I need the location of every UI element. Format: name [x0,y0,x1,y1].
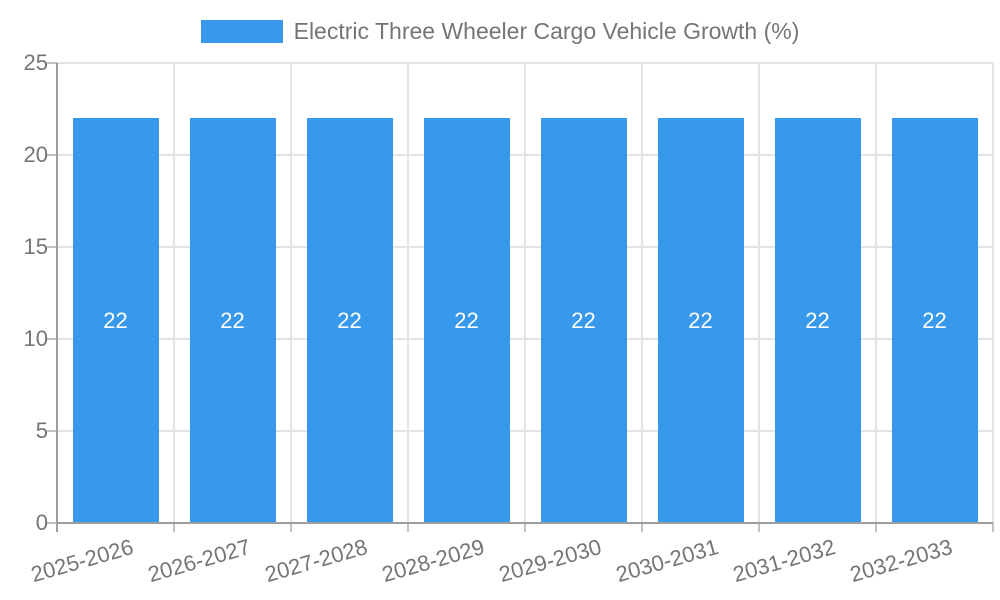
x-gridline [992,63,994,523]
x-gridline [407,63,409,523]
x-tick-label: 2027-2028 [262,534,371,588]
x-tick [173,523,175,532]
x-tick-label: 2032-2033 [847,534,956,588]
y-tick [47,62,57,64]
x-gridline [641,63,643,523]
x-tick [524,523,526,532]
y-tick-label: 20 [23,142,48,167]
x-tick-label: 2029-2030 [496,534,605,588]
bar[interactable] [306,118,393,523]
bar[interactable] [774,118,861,523]
x-tick [407,523,409,532]
x-tick [992,523,994,532]
bar[interactable] [891,118,978,523]
x-gridline [173,63,175,523]
x-tick [758,523,760,532]
x-axis-line [57,522,993,524]
x-tick [875,523,877,532]
y-tick-label: 15 [23,234,48,259]
bar[interactable] [72,118,159,523]
x-gridline [290,63,292,523]
x-tick-label: 2025-2026 [28,534,137,588]
x-gridline [524,63,526,523]
y-tick-label: 10 [23,326,48,351]
y-axis-line [56,63,58,532]
y-tick [47,522,57,524]
y-tick [47,246,57,248]
legend-swatch [200,20,283,43]
y-tick-label: 25 [23,50,48,75]
y-tick-label: 0 [35,510,48,535]
y-tick [47,154,57,156]
x-tick-label: 2031-2032 [730,534,839,588]
x-tick [641,523,643,532]
x-gridline [758,63,760,523]
bar-value-label: 22 [220,307,245,333]
bar[interactable] [657,118,744,523]
legend-label: Electric Three Wheeler Cargo Vehicle Gro… [293,18,800,44]
x-tick-label: 2028-2029 [379,534,488,588]
x-gridline [875,63,877,523]
y-tick-label: 5 [35,418,48,443]
bar-value-label: 22 [571,307,596,333]
x-tick-label: 2030-2031 [613,534,722,588]
bar[interactable] [423,118,510,523]
y-tick [47,338,57,340]
bar-value-label: 22 [454,307,479,333]
chart-legend[interactable]: Electric Three Wheeler Cargo Vehicle Gro… [0,18,1000,45]
bar-value-label: 22 [103,307,128,333]
bar-value-label: 22 [805,307,830,333]
bar-value-label: 22 [337,307,362,333]
bar[interactable] [189,118,276,523]
bar-value-label: 22 [922,307,947,333]
bar[interactable] [540,118,627,523]
bar-value-label: 22 [688,307,713,333]
x-tick-label: 2026-2027 [145,534,254,588]
y-tick [47,430,57,432]
x-tick [290,523,292,532]
